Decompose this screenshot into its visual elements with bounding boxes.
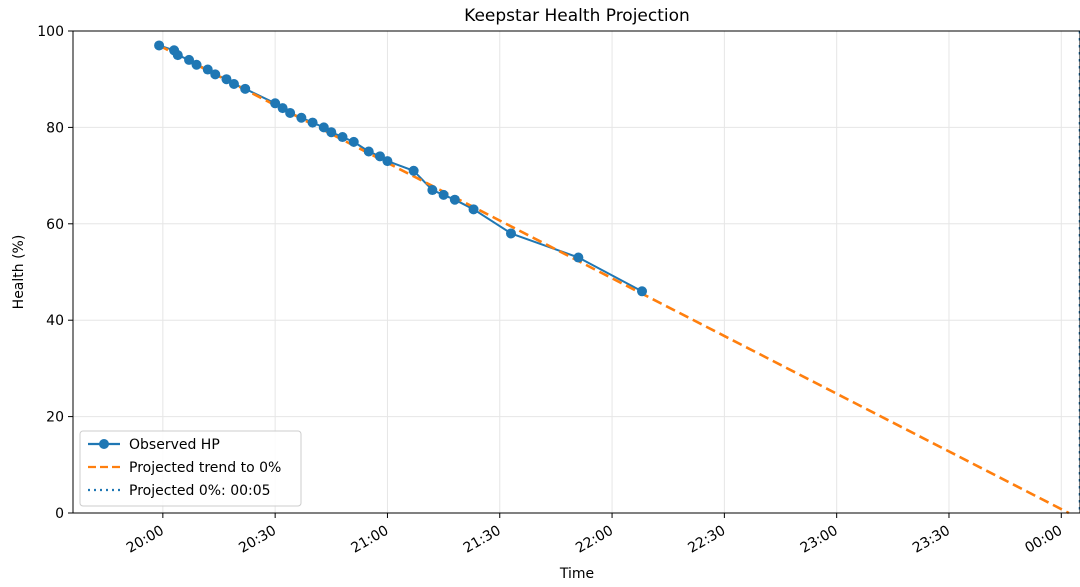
observed-hp-point	[202, 64, 213, 75]
observed-hp-point	[468, 204, 479, 215]
x-tick-label: 22:00	[573, 523, 616, 557]
observed-hp-point	[191, 59, 202, 70]
observed-hp-point	[228, 79, 239, 90]
x-axis-label: Time	[559, 566, 594, 582]
plot-frame	[72, 30, 1080, 514]
observed-hp-point	[307, 117, 318, 128]
y-tick-label: 100	[37, 24, 64, 40]
legend-projection-label: Projected trend to 0%	[129, 460, 281, 476]
observed-hp-point	[210, 69, 221, 80]
observed-hp-point	[337, 132, 348, 143]
observed-hp-point	[296, 112, 307, 123]
observed-hp-point	[637, 286, 648, 297]
observed-hp-point	[326, 127, 337, 138]
legend-observed-label: Observed HP	[129, 437, 220, 453]
observed-hp-point	[573, 252, 584, 263]
y-tick-label: 0	[55, 506, 64, 522]
observed-hp-point	[270, 98, 281, 109]
observed-hp-point	[427, 185, 438, 196]
x-axis-ticks: 20:00 20:30 21:00 21:30 22:00 22:30 23:00 23:30…	[124, 513, 1065, 557]
observed-hp-point	[184, 54, 195, 65]
legend: Observed HP Projected trend to 0% Projec…	[79, 430, 302, 507]
observed-hp-point	[154, 40, 165, 51]
x-tick-label: 20:30	[236, 523, 279, 557]
x-tick-label: 00:00	[1022, 523, 1065, 557]
observed-hp-point	[438, 189, 449, 200]
plot-series	[154, 31, 1080, 515]
y-axis-label: Health (%)	[11, 235, 27, 310]
legend-zero-label: Projected 0%: 00:05	[129, 483, 271, 499]
observed-hp-point	[408, 165, 419, 176]
observed-hp-point	[348, 136, 359, 147]
x-tick-label: 20:00	[124, 523, 167, 557]
observed-hp-point	[318, 122, 329, 133]
observed-hp-point	[374, 151, 385, 162]
observed-hp-point	[221, 74, 232, 85]
x-tick-label: 21:00	[349, 523, 392, 557]
observed-hp-point	[285, 107, 296, 118]
x-tick-label: 22:30	[685, 523, 728, 557]
y-tick-label: 40	[46, 313, 64, 329]
legend-box	[79, 430, 302, 507]
observed-hp-point	[240, 83, 251, 94]
y-tick-label: 20	[46, 410, 64, 426]
y-tick-label: 60	[46, 217, 64, 233]
legend-observed-marker	[99, 439, 109, 449]
x-tick-label: 21:30	[461, 523, 504, 557]
observed-hp-point	[172, 50, 183, 61]
x-tick-label: 23:00	[798, 523, 841, 557]
observed-hp-point	[277, 103, 288, 114]
observed-hp-point	[363, 146, 374, 157]
y-axis-ticks: 0 20 40 60 80 100	[37, 24, 73, 522]
observed-hp-point	[382, 156, 393, 167]
observed-hp-point	[505, 228, 516, 239]
y-tick-label: 80	[46, 120, 64, 136]
observed-hp-point	[449, 194, 460, 205]
x-tick-label: 23:30	[910, 523, 953, 557]
chart-title: Keepstar Health Projection	[464, 6, 690, 26]
